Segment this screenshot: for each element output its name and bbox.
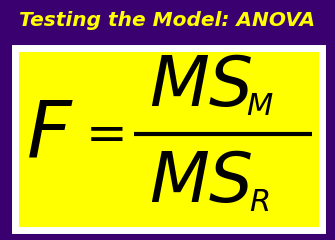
Text: $\mathit{F}$: $\mathit{F}$ xyxy=(26,96,74,172)
Text: Testing the Model: ANOVA: Testing the Model: ANOVA xyxy=(19,11,316,30)
FancyBboxPatch shape xyxy=(15,48,322,230)
Text: $\mathit{MS}$: $\mathit{MS}$ xyxy=(149,149,253,216)
Text: $\mathit{R}$: $\mathit{R}$ xyxy=(250,188,270,217)
Text: $\mathit{M}$: $\mathit{M}$ xyxy=(246,92,273,121)
Text: $\mathit{MS}$: $\mathit{MS}$ xyxy=(149,53,253,120)
Text: $=$: $=$ xyxy=(76,110,125,158)
FancyBboxPatch shape xyxy=(12,46,325,233)
